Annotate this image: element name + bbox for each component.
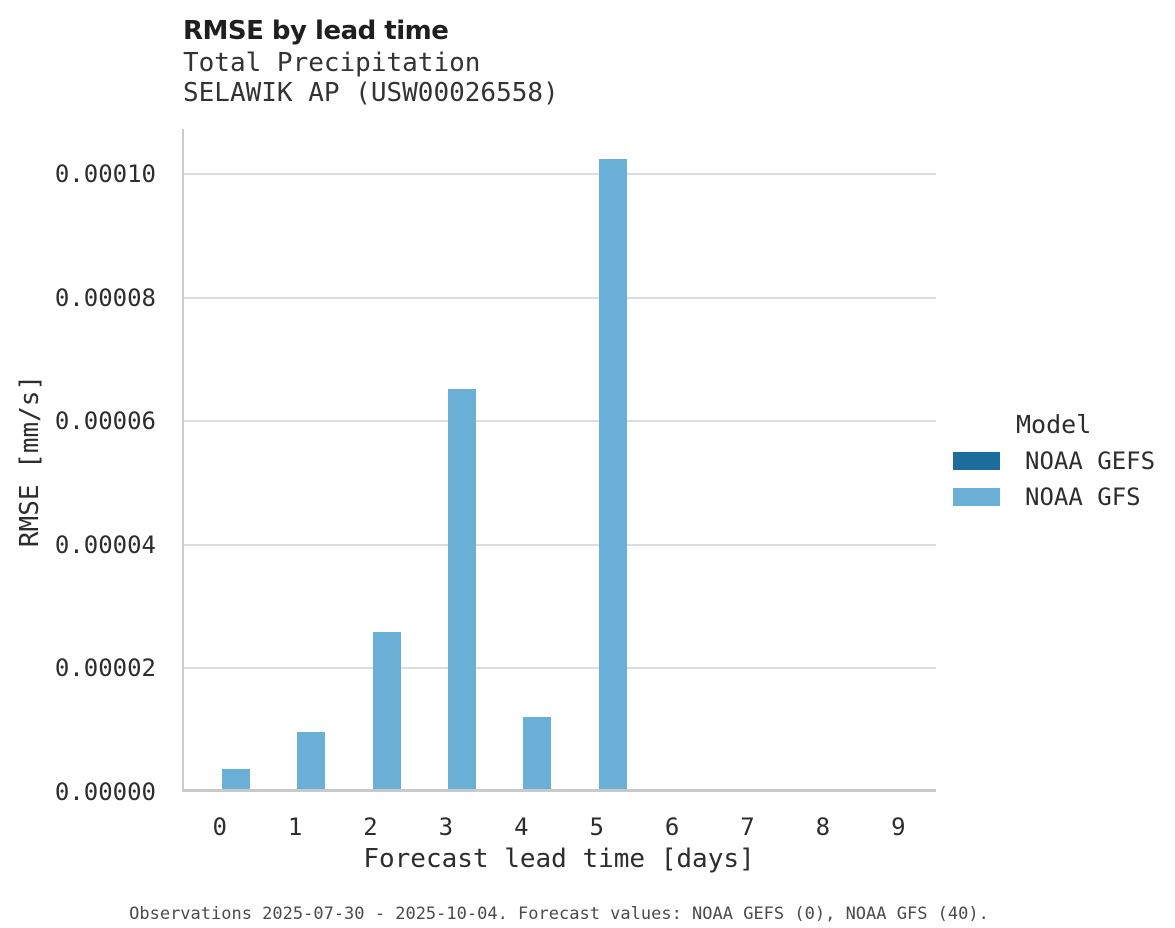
x-tick-label: 2 [363, 813, 378, 841]
chart-title: RMSE by lead time [183, 16, 449, 46]
y-tick-label: 0.00006 [54, 407, 156, 436]
legend-swatch-icon [953, 452, 1000, 470]
legend-item-noaa-gefs[interactable]: NOAA GEFS [953, 447, 1155, 475]
x-tick-label: 0 [212, 813, 227, 841]
x-tick-label: 6 [664, 813, 680, 841]
gridline [184, 667, 936, 670]
gridline [184, 173, 936, 176]
x-axis-title: Forecast lead time [days] [363, 844, 755, 874]
y-tick-label: 0.00010 [54, 160, 156, 189]
gridline [184, 543, 936, 546]
legend-label: NOAA GEFS [1025, 447, 1156, 475]
chart-header: RMSE by lead time Total Precipitation SE… [183, 14, 559, 108]
legend: Model NOAA GEFS NOAA GFS [953, 410, 1155, 511]
bar-noaa-gfs-day-2[interactable] [372, 632, 401, 789]
legend-title: Model [1016, 410, 1092, 439]
y-tick-label: 0.00002 [54, 654, 156, 683]
bar-noaa-gfs-day-3[interactable] [447, 389, 476, 789]
x-tick-label: 7 [740, 813, 755, 841]
chart-subtitle-station: SELAWIK AP (USW00026558) [183, 78, 559, 108]
bar-noaa-gfs-day-5[interactable] [598, 158, 627, 789]
legend-label: NOAA GFS [1025, 483, 1141, 511]
bar-noaa-gfs-day-1[interactable] [297, 732, 326, 789]
plot-area [182, 129, 936, 792]
x-axis-tick-labels: 0 1 2 3 4 5 6 7 8 9 [182, 812, 936, 842]
y-tick-label: 0.00008 [54, 283, 156, 312]
x-tick-label: 1 [287, 813, 303, 841]
y-tick-label: 0.00004 [54, 530, 156, 559]
gridline [184, 420, 936, 423]
bar-noaa-gfs-day-0[interactable] [221, 768, 250, 789]
x-tick-label: 9 [891, 813, 906, 841]
chart-footer-note: Observations 2025-07-30 - 2025-10-04. Fo… [129, 904, 989, 924]
x-tick-label: 4 [514, 813, 529, 841]
legend-swatch-icon [953, 488, 1000, 506]
legend-items: NOAA GEFS NOAA GFS [953, 447, 1155, 511]
chart-subtitle-variable: Total Precipitation [183, 48, 481, 78]
bar-noaa-gfs-day-4[interactable] [523, 717, 552, 789]
y-axis-tick-labels: 0.00000 0.00002 0.00004 0.00006 0.00008 0.000… [0, 129, 156, 806]
gridline [184, 296, 936, 299]
x-tick-label: 8 [815, 813, 831, 841]
y-tick-label: 0.00000 [54, 778, 156, 806]
x-tick-label: 3 [438, 813, 454, 841]
legend-item-noaa-gfs[interactable]: NOAA GFS [953, 483, 1155, 511]
x-tick-label: 5 [589, 813, 604, 841]
